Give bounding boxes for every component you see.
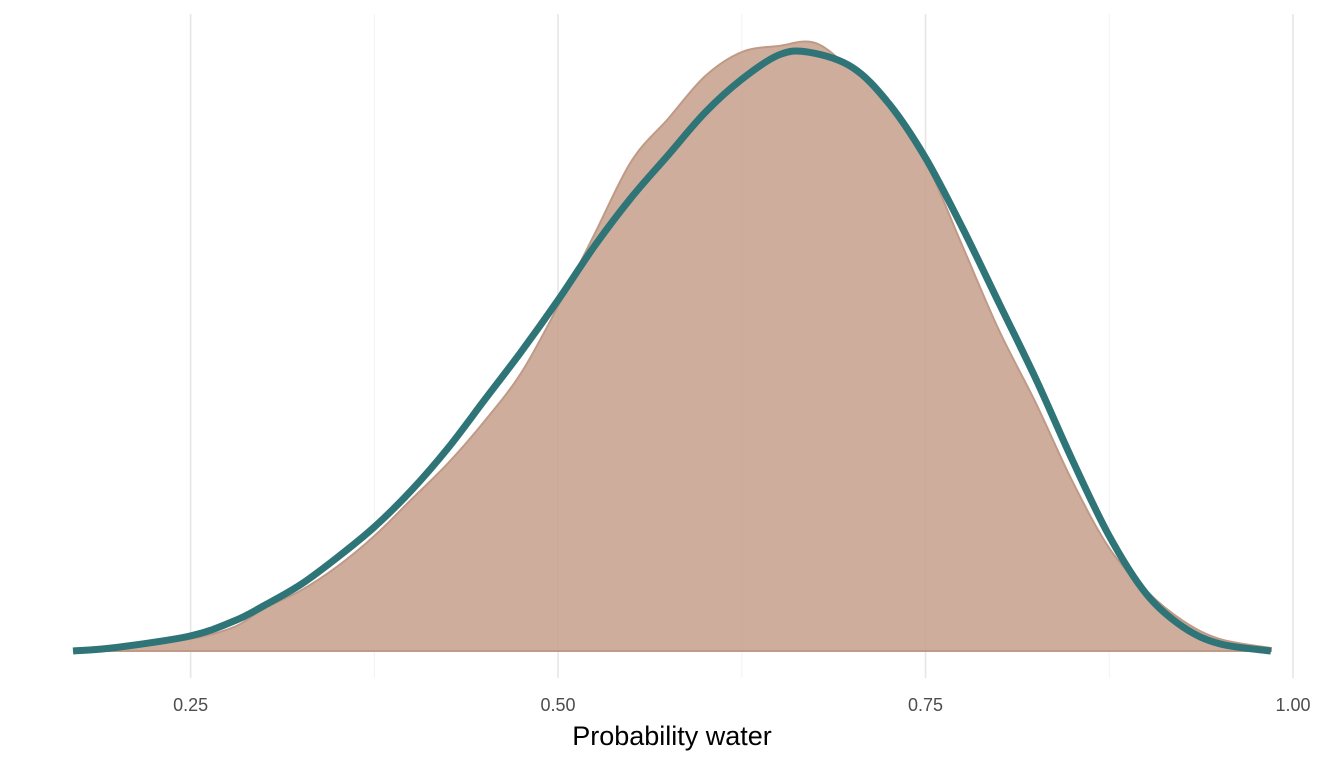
density-area — [72, 40, 1272, 652]
x-tick-labels: 0.25 0.50 0.75 1.00 — [173, 695, 1310, 715]
x-tick-label: 1.00 — [1275, 695, 1310, 715]
x-tick-label: 0.75 — [908, 695, 943, 715]
x-tick-label: 0.50 — [541, 695, 576, 715]
analytic-curve-line — [72, 47, 1272, 655]
x-axis-title: Probability water — [572, 721, 772, 751]
x-tick-label: 0.25 — [173, 695, 208, 715]
plot-marks — [72, 40, 1272, 655]
